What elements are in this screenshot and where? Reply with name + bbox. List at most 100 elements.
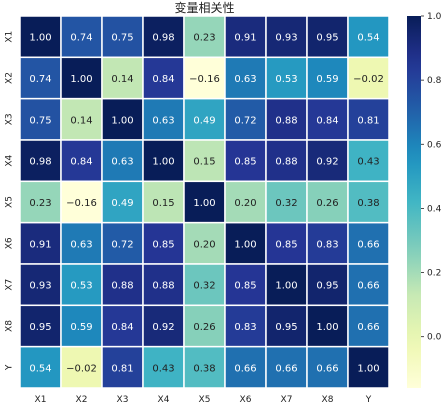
y-tick-label: X3	[5, 113, 15, 125]
cell-value-label: 0.26	[193, 322, 215, 333]
cell-value-label: 0.26	[316, 198, 338, 209]
cell-value-label: 0.95	[316, 33, 338, 44]
heatmap-cell	[19, 56, 62, 100]
heatmap-cell	[306, 221, 349, 265]
cell-value-label: 0.59	[316, 74, 338, 85]
heatmap-cell	[347, 56, 390, 100]
cell-value-label: 0.23	[193, 33, 215, 44]
cell-value-label: 0.92	[152, 322, 174, 333]
heatmap-cell	[183, 345, 226, 389]
cell-value-label: 0.32	[193, 281, 215, 292]
x-tick-label: X5	[199, 395, 211, 405]
cell-value-label: 0.66	[275, 363, 297, 374]
cell-value-label: 0.85	[152, 239, 174, 250]
cell-value-label: 1.00	[152, 157, 174, 168]
cell-value-label: 0.53	[70, 281, 92, 292]
cell-value-label: 0.43	[357, 157, 379, 168]
cell-value-label: 0.88	[111, 281, 133, 292]
x-tick-label: X1	[35, 395, 47, 405]
cell-value-label: 0.15	[193, 157, 215, 168]
chart-title: 变量相关性	[174, 0, 234, 15]
cell-value-label: 0.66	[316, 363, 338, 374]
heatmap-cell	[142, 304, 185, 348]
y-tick-label: X5	[5, 196, 15, 208]
heatmap-cell	[224, 304, 267, 348]
y-tick-label: X6	[5, 237, 15, 249]
colorbar-tick-label: 0.6	[427, 140, 442, 150]
cell-value-label: 0.63	[234, 74, 256, 85]
heatmap-cell	[19, 15, 62, 59]
heatmap-cell	[101, 56, 144, 100]
y-axis-ticks: X1 X2 X3 X4 X5 X6 X7 X8 Y	[5, 31, 15, 371]
cell-value-label: 0.93	[29, 281, 51, 292]
heatmap-cell	[224, 180, 267, 224]
heatmap-cell	[265, 263, 308, 307]
cell-value-label: 0.74	[29, 74, 51, 85]
cell-value-label: 0.72	[234, 115, 256, 126]
x-tick-label: X7	[281, 395, 293, 405]
heatmap-cells	[19, 15, 390, 389]
heatmap-cell	[224, 221, 267, 265]
cell-value-label: 0.38	[357, 198, 379, 209]
cell-value-label: 0.85	[234, 281, 256, 292]
cell-value-label: 0.59	[70, 322, 92, 333]
heatmap-cell	[60, 263, 103, 307]
cell-value-label: −0.02	[353, 74, 384, 85]
x-tick-label: X6	[240, 395, 252, 405]
y-tick-label: X1	[5, 31, 15, 43]
heatmap-cell	[19, 345, 62, 389]
y-tick-label: Y	[5, 364, 15, 371]
cell-value-label: 0.32	[275, 198, 297, 209]
cell-value-label: 0.14	[111, 74, 133, 85]
heatmap-cell	[60, 345, 103, 389]
cell-value-label: 0.63	[70, 239, 92, 250]
cell-value-label: −0.16	[66, 198, 97, 209]
heatmap-cell	[347, 180, 390, 224]
cell-value-label: 0.95	[275, 322, 297, 333]
cell-value-label: 1.00	[193, 198, 215, 209]
y-tick-label: X4	[5, 154, 15, 166]
y-tick-label: X7	[5, 279, 15, 291]
cell-value-label: 0.23	[29, 198, 51, 209]
cell-value-label: 0.84	[111, 322, 133, 333]
cell-value-label: 1.00	[316, 322, 338, 333]
heatmap-cell	[183, 304, 226, 348]
cell-value-label: 0.91	[234, 33, 256, 44]
x-tick-label: X4	[158, 395, 170, 405]
heatmap-cell	[347, 139, 390, 183]
cell-value-label: 0.84	[316, 115, 338, 126]
cell-value-label: 0.83	[234, 322, 256, 333]
cell-value-label: 0.95	[29, 322, 51, 333]
cell-value-label: 1.00	[111, 115, 133, 126]
heatmap-cell	[183, 221, 226, 265]
cell-value-label: 0.98	[152, 33, 174, 44]
cell-value-label: 0.91	[29, 239, 51, 250]
cell-value-label: 0.54	[29, 363, 51, 374]
cell-value-label: 0.49	[193, 115, 215, 126]
cell-value-label: 0.93	[275, 33, 297, 44]
cell-value-label: 0.53	[275, 74, 297, 85]
heatmap-cell	[306, 15, 349, 59]
cell-value-label: 0.66	[357, 322, 379, 333]
cell-value-label: 0.85	[234, 157, 256, 168]
heatmap-cell	[347, 345, 390, 389]
cell-value-label: 0.66	[357, 281, 379, 292]
heatmap-cell	[19, 180, 62, 224]
cell-value-label: 0.95	[316, 281, 338, 292]
cell-value-label: 0.49	[111, 198, 133, 209]
cell-value-label: 0.15	[152, 198, 174, 209]
cell-value-label: 0.72	[111, 239, 133, 250]
heatmap-cell	[19, 97, 62, 141]
heatmap-cell	[183, 56, 226, 100]
colorbar	[407, 16, 421, 388]
heatmap-cell	[142, 139, 185, 183]
heatmap-cell	[224, 345, 267, 389]
colorbar-tick-label: 1.0	[427, 12, 442, 22]
cell-value-label: 0.92	[316, 157, 338, 168]
cell-value-label: 0.63	[152, 115, 174, 126]
colorbar-tick-label: 0.8	[427, 76, 442, 86]
heatmap-cell	[265, 56, 308, 100]
heatmap-cell	[19, 221, 62, 265]
heatmap-cell	[101, 304, 144, 348]
